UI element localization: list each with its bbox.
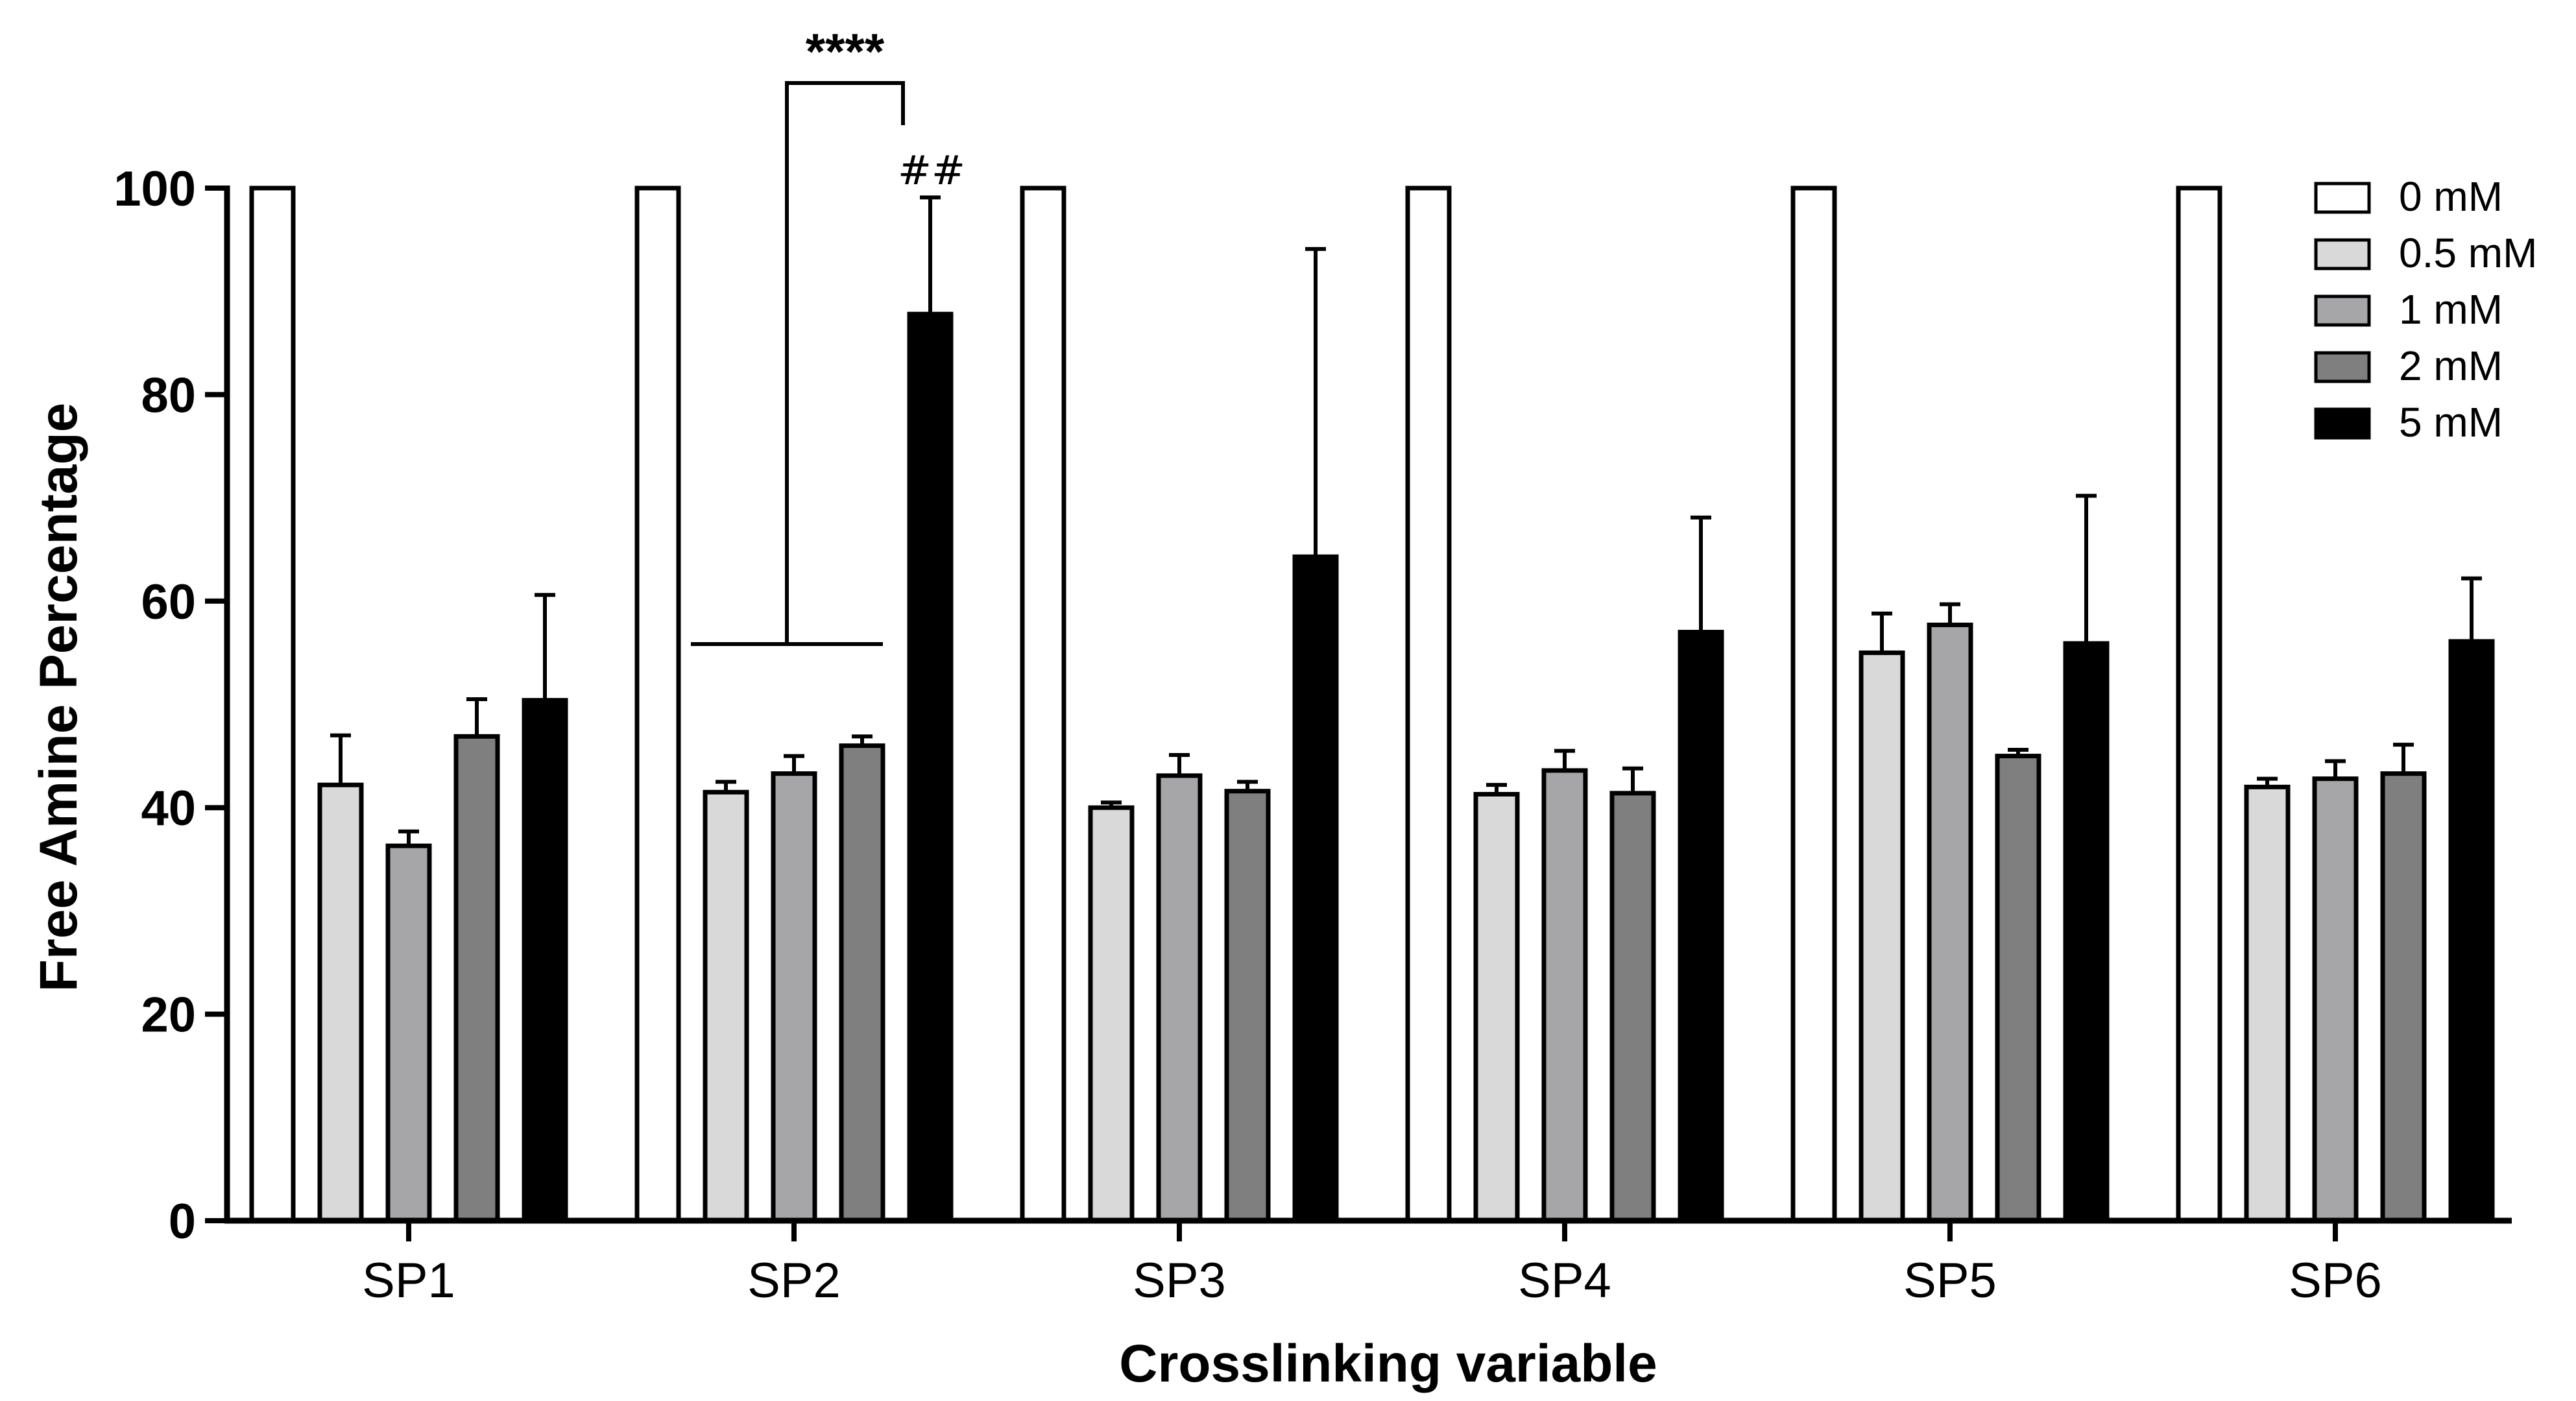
bar-sp4-1 xyxy=(1473,792,1520,1223)
x-tick-label-sp3: SP3 xyxy=(1133,1253,1226,1308)
x-tick-label-sp5: SP5 xyxy=(1903,1253,1997,1308)
legend-swatch-4 xyxy=(2314,407,2371,440)
bar-sp1-3 xyxy=(453,734,500,1223)
bar-sp4-2 xyxy=(1541,768,1588,1223)
bar-sp5-1 xyxy=(1859,650,1905,1223)
legend-swatch-2 xyxy=(2314,294,2371,327)
x-tick-label-sp4: SP4 xyxy=(1518,1253,1611,1308)
bar-sp2-2 xyxy=(771,771,817,1223)
x-tick-label-sp2: SP2 xyxy=(747,1253,841,1308)
bar-sp1-0 xyxy=(249,186,296,1223)
bar-sp3-3 xyxy=(1224,789,1271,1223)
bar-sp5-3 xyxy=(1995,754,2041,1223)
y-tick-label: 100 xyxy=(114,162,196,217)
legend-label-0: 0 mM xyxy=(2399,173,2503,220)
y-tick-label: 0 xyxy=(169,1194,196,1249)
bar-sp6-3 xyxy=(2380,771,2427,1223)
bar-sp3-2 xyxy=(1156,773,1203,1223)
legend-swatch-1 xyxy=(2314,238,2371,270)
y-tick-label: 20 xyxy=(141,988,196,1043)
bar-sp4-4 xyxy=(1678,630,1724,1223)
sig-stars-label: **** xyxy=(806,23,885,80)
error-bars-group xyxy=(330,195,2482,846)
annotations-group: **** ## xyxy=(691,23,965,646)
y-tick-label: 60 xyxy=(141,575,196,630)
bar-sp6-2 xyxy=(2312,776,2359,1223)
legend-group: 0 mM 0.5 mM 1 mM 2 mM 5 mM xyxy=(2314,173,2537,446)
y-axis-title: Free Amine Percentage xyxy=(29,403,88,992)
bar-sp2-3 xyxy=(839,743,885,1223)
bar-sp6-0 xyxy=(2176,186,2222,1223)
bar-sp3-4 xyxy=(1292,554,1339,1223)
bar-sp5-0 xyxy=(1790,186,1837,1223)
legend-swatch-0 xyxy=(2314,182,2371,214)
x-tick-label-sp6: SP6 xyxy=(2289,1253,2382,1308)
bar-sp4-3 xyxy=(1609,791,1656,1223)
legend-label-4: 5 mM xyxy=(2399,399,2503,446)
x-axis-title: Crosslinking variable xyxy=(1119,1334,1657,1393)
bar-sp5-2 xyxy=(1927,622,1973,1223)
bars-group xyxy=(249,186,2495,1223)
y-tick-label: 80 xyxy=(141,368,196,423)
bar-sp6-4 xyxy=(2448,639,2495,1223)
legend-label-1: 0.5 mM xyxy=(2399,230,2537,276)
bar-sp2-4 xyxy=(907,311,954,1223)
bar-sp3-1 xyxy=(1088,805,1135,1223)
bar-sp2-1 xyxy=(703,789,749,1223)
bar-sp1-1 xyxy=(317,782,364,1223)
legend-label-3: 2 mM xyxy=(2399,342,2503,389)
axes-group xyxy=(224,186,2512,1224)
sig-bracket-line xyxy=(785,81,905,644)
bar-sp1-4 xyxy=(522,698,568,1223)
ticks-group: 0 20 40 60 80 100 SP1 SP2 SP3 SP4 SP5 SP6 xyxy=(114,162,2382,1308)
bar-sp2-0 xyxy=(634,186,681,1223)
legend-swatch-3 xyxy=(2314,351,2371,383)
bar-sp1-2 xyxy=(385,843,432,1223)
bar-sp6-1 xyxy=(2244,784,2291,1223)
hash-marks-label: ## xyxy=(898,147,965,194)
legend-label-2: 1 mM xyxy=(2399,286,2503,333)
y-tick-label: 40 xyxy=(141,781,196,836)
bar-sp4-0 xyxy=(1405,186,1452,1223)
x-tick-label-sp1: SP1 xyxy=(362,1253,455,1308)
bar-sp5-4 xyxy=(2063,641,2110,1223)
bar-sp3-0 xyxy=(1020,186,1066,1223)
